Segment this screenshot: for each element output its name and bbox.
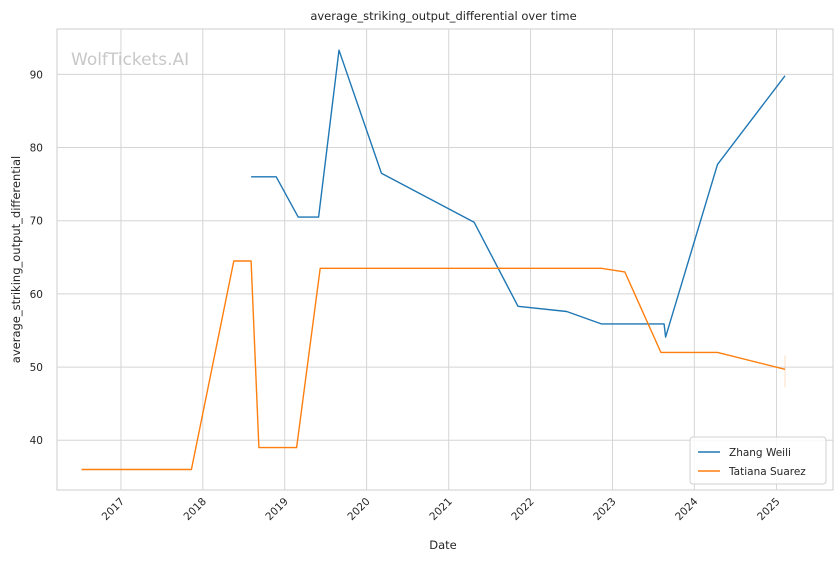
- x-tick-label: 2023: [591, 496, 618, 523]
- watermark: WolfTickets.AI: [71, 50, 189, 70]
- plot-area: [56, 28, 834, 491]
- series-layer: [81, 49, 786, 471]
- legend: Zhang Weili Tatiana Suarez: [689, 436, 827, 485]
- x-tick-label: 2020: [345, 496, 372, 523]
- chart-title: average_striking_output_differential ove…: [310, 9, 576, 23]
- x-tick-label: 2022: [509, 496, 536, 523]
- y-tick-label: 40: [30, 435, 43, 447]
- series-line-zhang-weili: [251, 49, 786, 338]
- y-tick-label: 60: [30, 289, 43, 301]
- legend-box: [689, 436, 827, 485]
- x-tick-label: 2018: [182, 496, 209, 523]
- x-tick-label: 2025: [755, 496, 782, 523]
- y-tick-label: 70: [30, 216, 43, 228]
- x-tick-label: 2019: [263, 496, 290, 523]
- y-tick-label: 80: [30, 143, 43, 155]
- y-axis-label: average_striking_output_differential: [9, 156, 23, 363]
- y-tick-label: 50: [30, 362, 43, 374]
- x-tick-label: 2024: [673, 495, 701, 523]
- series-line-tatiana-suarez: [81, 260, 786, 471]
- x-axis-label: Date: [429, 538, 457, 552]
- x-tick-label: 2021: [427, 496, 454, 523]
- x-tick-label: 2017: [100, 496, 127, 523]
- y-tick-label: 90: [30, 69, 43, 81]
- legend-label: Zhang Weili: [729, 447, 791, 459]
- legend-label: Tatiana Suarez: [728, 466, 806, 478]
